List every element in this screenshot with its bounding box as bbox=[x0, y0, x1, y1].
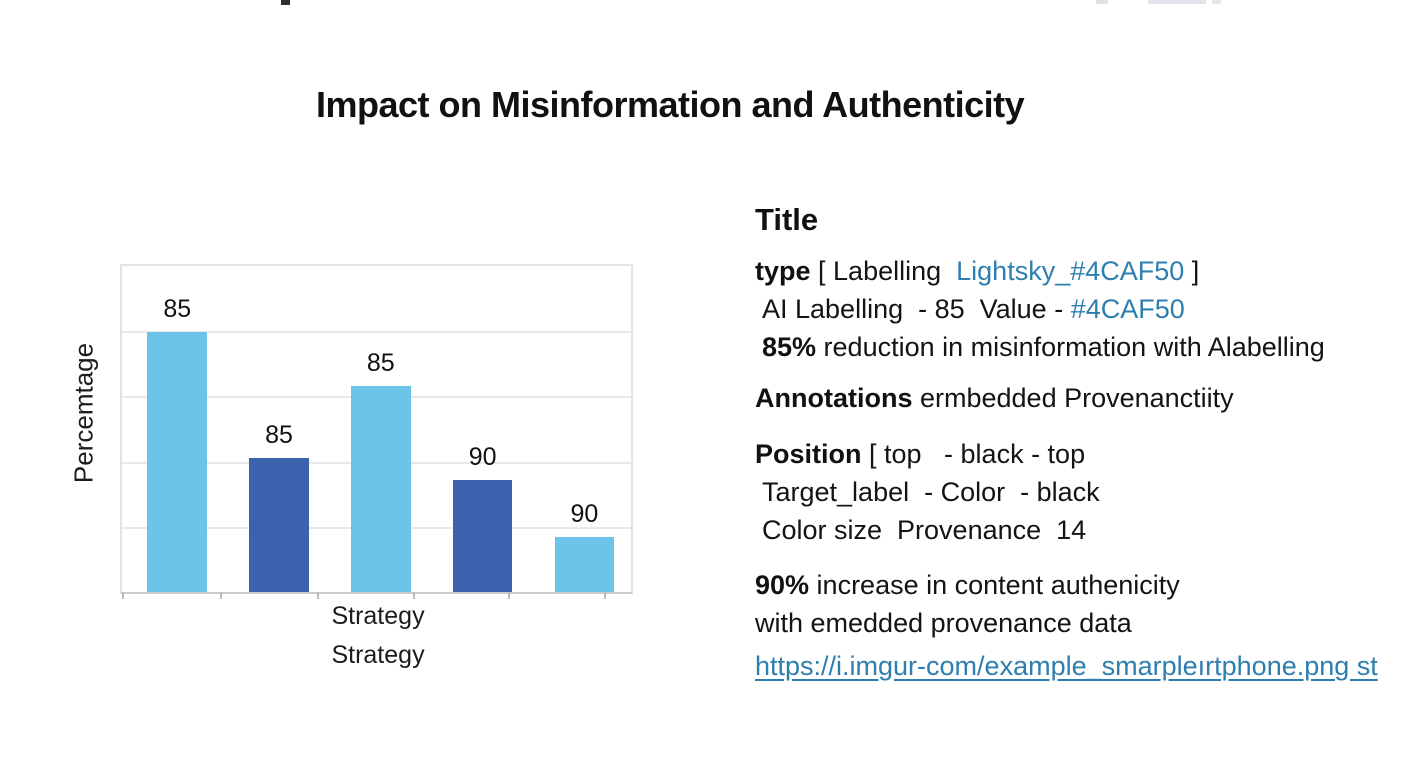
x-axis-tick bbox=[603, 592, 606, 599]
x-axis-tick bbox=[507, 592, 510, 599]
position-text: [ top - black - top bbox=[861, 439, 1086, 469]
panel-line-type: type [ Labelling Lightsky_#4CAF50 ] bbox=[755, 252, 1408, 290]
type-keyword: type bbox=[755, 256, 811, 286]
type-color-value: Lightsky_#4CAF50 bbox=[956, 256, 1185, 286]
panel-line-target-label: Target_label - Color - black bbox=[755, 473, 1408, 511]
x-axis-label: Strategy bbox=[331, 641, 425, 669]
stat-85-percent: 85% bbox=[762, 332, 817, 362]
panel-line-85-reduction: 85% reduction in misinformation with Ala… bbox=[755, 328, 1408, 366]
x-axis-tick bbox=[122, 592, 124, 599]
bar-1 bbox=[147, 332, 207, 592]
x-axis-tick bbox=[220, 592, 223, 599]
stat-90-percent: 90% bbox=[755, 570, 810, 600]
bar-value-label: 90 bbox=[468, 442, 497, 471]
annotations-text: ermbedded Provenanctiity bbox=[912, 383, 1234, 413]
chart-title: Impact on Misinformation and Authenticit… bbox=[316, 84, 1025, 125]
stat-90-text: increase in content authenicity bbox=[809, 570, 1180, 600]
gridline bbox=[122, 331, 631, 334]
ai-labelling-color-value: #4CAF50 bbox=[1070, 294, 1185, 324]
panel-line-90-increase: 90% increase in content authenicity bbox=[755, 566, 1408, 604]
bar-value-label: 85 bbox=[163, 295, 192, 324]
x-axis-tick bbox=[317, 592, 320, 599]
stat-85-text: reduction in misinformation with Alabell… bbox=[816, 332, 1325, 362]
panel-line-color-size: Color size Provenance 14 bbox=[755, 511, 1408, 549]
bar-3 bbox=[351, 385, 411, 592]
panel-line-position: Position [ top - black - top bbox=[755, 435, 1408, 473]
panel-line-ai-labelling: AI Labelling - 85 Value - #4CAF50 bbox=[755, 290, 1408, 328]
top-edge-artifact bbox=[1096, 0, 1108, 4]
y-axis-label: Percemtage bbox=[68, 342, 99, 484]
top-edge-artifact bbox=[1148, 0, 1206, 4]
position-keyword: Position bbox=[755, 439, 862, 469]
type-bracket-close: ] bbox=[1184, 256, 1200, 286]
bar-value-label: 85 bbox=[265, 420, 293, 449]
top-edge-artifact bbox=[1212, 0, 1221, 4]
top-edge-artifact bbox=[281, 0, 290, 5]
bar-value-label: 85 bbox=[366, 348, 395, 377]
annotations-keyword: Annotations bbox=[755, 383, 913, 413]
annotation-panel: Title type [ Labelling Lightsky_#4CAF50 … bbox=[755, 200, 1408, 685]
type-text: [ Labelling bbox=[810, 256, 957, 286]
panel-line-with-provenance: with emedded provenance data bbox=[755, 604, 1408, 642]
plot-area: Strategy Strategy 85 85 85 90 90 bbox=[120, 264, 633, 669]
panel-title: Title bbox=[755, 202, 819, 237]
panel-line-annotations: Annotations ermbedded Provenanctiity bbox=[755, 379, 1408, 417]
bar-2 bbox=[249, 457, 309, 592]
x-axis-tick bbox=[412, 592, 415, 599]
target-label-text: Target_label - Color - black bbox=[762, 477, 1100, 507]
with-provenance-text: with emedded provenance data bbox=[755, 608, 1132, 638]
image-url-link[interactable]: https://i.imgur-com/example_smarpleırtph… bbox=[755, 651, 1378, 681]
bar-4 bbox=[452, 479, 513, 592]
bar-value-label: 90 bbox=[570, 499, 599, 528]
ai-labelling-text: AI Labelling - 85 Value - bbox=[762, 294, 1071, 324]
x-tick-label: Strategy bbox=[331, 602, 425, 630]
bar-5 bbox=[554, 536, 615, 592]
color-size-text: Color size Provenance 14 bbox=[762, 515, 1087, 545]
